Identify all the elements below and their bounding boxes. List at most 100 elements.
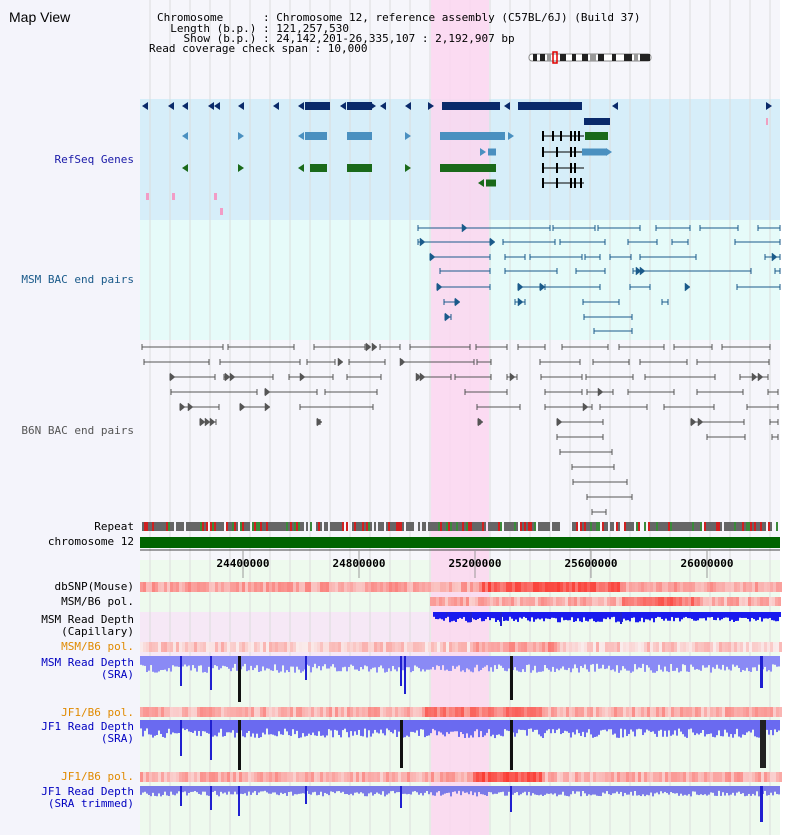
depth-bar	[533, 612, 535, 622]
depth-bar	[410, 656, 412, 673]
axis-tick-label: 26000000	[681, 557, 734, 570]
chromosome-ideogram[interactable]	[528, 51, 652, 64]
depth-bar	[560, 656, 562, 669]
heat-cell	[682, 597, 685, 606]
heat-cell	[497, 582, 500, 592]
heat-cell	[266, 642, 269, 652]
heat-cell	[323, 772, 326, 782]
heat-cell	[650, 582, 653, 592]
heat-cell	[493, 597, 496, 606]
bac-arrow	[399, 357, 406, 367]
depth-bar	[206, 720, 208, 733]
depth-bar	[166, 786, 168, 796]
heat-cell	[293, 707, 296, 717]
heat-cell	[628, 597, 631, 606]
repeat-mark	[572, 522, 574, 531]
heat-cell	[734, 642, 737, 652]
depth-bar	[420, 720, 422, 730]
heat-cell	[185, 707, 188, 717]
repeat-mark	[596, 522, 598, 531]
depth-bar	[732, 786, 734, 793]
heat-cell	[269, 582, 272, 592]
depth-bar	[563, 612, 565, 621]
heat-cell	[158, 707, 161, 717]
repeat-mark	[306, 522, 308, 531]
heat-cell	[575, 707, 578, 717]
heat-cell	[439, 597, 442, 606]
heat-cell	[674, 707, 677, 717]
heat-cell	[704, 707, 707, 717]
heat-cell	[431, 582, 434, 592]
heat-cell	[695, 582, 698, 592]
repeat-mark	[428, 522, 430, 531]
depth-bar	[274, 656, 276, 665]
repeat-mark	[390, 522, 392, 531]
depth-bar	[640, 656, 642, 669]
depth-bar	[766, 656, 768, 672]
depth-bar	[220, 656, 222, 669]
depth-spike	[510, 720, 513, 770]
b6n-bac-track[interactable]	[141, 342, 779, 515]
bac-arrow	[179, 402, 186, 412]
gene-exon	[570, 163, 572, 173]
depth-bar	[184, 720, 186, 731]
depth-bar	[666, 720, 668, 737]
heat-cell	[245, 582, 248, 592]
heat-cell	[194, 582, 197, 592]
depth-bar	[703, 612, 705, 619]
heat-cell	[281, 772, 284, 782]
label-msm-b6-pol-2: MSM/B6 pol.	[61, 640, 134, 653]
depth-bar	[144, 720, 146, 731]
heat-cell	[487, 597, 490, 606]
depth-bar	[282, 786, 284, 794]
depth-bar	[538, 786, 540, 796]
depth-bar	[260, 656, 262, 672]
heat-cell	[506, 772, 509, 782]
heat-cell	[236, 707, 239, 717]
heat-cell	[485, 582, 488, 592]
heat-cell	[508, 597, 511, 606]
depth-bar	[358, 786, 360, 794]
label-refseq-genes[interactable]: RefSeq Genes	[54, 153, 134, 166]
repeat-mark	[452, 522, 454, 531]
heat-cell	[314, 642, 317, 652]
depth-bar	[202, 786, 204, 792]
depth-bar	[546, 786, 548, 794]
depth-spike	[180, 720, 182, 756]
heat-cell	[440, 772, 443, 782]
label-b6n-bac[interactable]: B6N BAC end pairs	[21, 424, 134, 437]
heat-cell	[635, 642, 638, 652]
heat-cell	[521, 772, 524, 782]
depth-bar	[444, 720, 446, 737]
depth-bar	[406, 786, 408, 795]
heat-cell	[523, 597, 526, 606]
heat-cell	[227, 642, 230, 652]
repeat-mark	[374, 522, 376, 531]
depth-bar	[482, 656, 484, 668]
gene-exon	[582, 148, 606, 156]
repeat-mark	[468, 522, 470, 531]
depth-bar	[530, 786, 532, 796]
depth-bar	[360, 720, 362, 736]
gene-arrow	[142, 102, 148, 110]
heat-cell	[617, 582, 620, 592]
heat-cell	[302, 642, 305, 652]
depth-bar	[644, 720, 646, 733]
depth-bar	[612, 720, 614, 735]
label-msm-bac[interactable]: MSM BAC end pairs	[21, 273, 134, 286]
depth-bar	[724, 720, 726, 730]
heat-cell	[686, 707, 689, 717]
refseq-genes-track[interactable]	[142, 102, 772, 215]
depth-bar	[629, 612, 631, 622]
depth-bar	[700, 720, 702, 733]
depth-bar	[668, 786, 670, 795]
depth-bar	[650, 786, 652, 793]
heat-cell	[260, 642, 263, 652]
repeat-mark	[292, 522, 294, 531]
msm-bac-track[interactable]	[417, 223, 781, 334]
gene-arrow	[428, 102, 434, 110]
depth-bar	[774, 786, 776, 792]
bac-arrow	[224, 372, 231, 382]
depth-bar	[558, 786, 560, 795]
